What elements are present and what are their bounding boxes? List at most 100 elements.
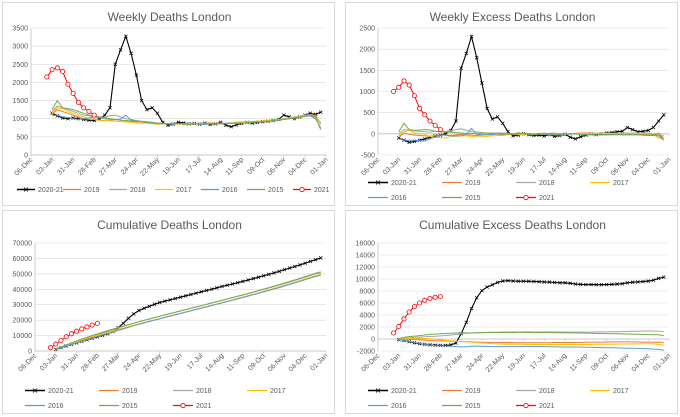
data-point-2020-21 [183, 293, 188, 298]
y-tick-label: 8000 [359, 289, 375, 296]
data-point-2020-21 [661, 275, 666, 280]
data-point-2021 [60, 69, 66, 75]
legend-label-2016: 2016 [391, 403, 407, 410]
data-point-2021 [79, 326, 85, 332]
data-point-2020-21 [134, 73, 139, 78]
x-tick-label: 22-May [142, 352, 164, 374]
legend-label-2015: 2015 [465, 195, 481, 202]
data-point-2020-21 [308, 259, 313, 264]
legend-label-2019: 2019 [465, 180, 481, 187]
data-point-2020-21 [163, 299, 167, 303]
x-tick-label: 11-Sep [226, 352, 247, 373]
data-point-2020-21 [625, 280, 630, 285]
data-point-2020-21 [464, 51, 469, 56]
chart-cumulative-excess-deaths: Cumulative Excess Deaths London -2000 0 200… [356, 218, 673, 410]
data-point-2021 [427, 296, 433, 302]
data-point-2020-21 [173, 296, 178, 301]
data-point-2021 [406, 82, 412, 88]
data-point-2021 [94, 320, 100, 326]
series-line-2016 [55, 274, 321, 350]
data-point-2020-21 [118, 47, 123, 52]
data-point-2020-21 [189, 292, 193, 297]
data-point-2020-21 [646, 128, 651, 133]
y-tick-label: 40000 [13, 287, 33, 294]
data-point-2020-21 [500, 279, 505, 283]
data-point-2020-21 [547, 280, 552, 284]
data-point-2021 [401, 316, 407, 322]
data-point-2020-21 [230, 282, 235, 286]
data-point-2020-21 [578, 134, 583, 139]
x-tick-label: 27-Mar [444, 156, 465, 177]
data-point-2020-21 [168, 298, 172, 302]
legend-marker [375, 180, 381, 185]
data-point-2020-21 [506, 278, 510, 283]
x-tick-label: 24-Apr [466, 156, 486, 176]
x-tick-label: 22-May [485, 156, 507, 178]
legend-label-2019: 2019 [84, 187, 100, 194]
x-tick-label: 03-Jan [39, 352, 59, 372]
legend-label-2015: 2015 [268, 187, 284, 194]
data-point-2020-21 [656, 119, 661, 123]
data-point-2020-21 [485, 285, 489, 289]
data-point-2021 [84, 324, 90, 330]
y-tick-label: 10000 [13, 333, 33, 340]
panel-weekly-excess-deaths: Weekly Excess Deaths London -500 0 500 1000 1… [345, 2, 678, 206]
series-line-2016 [398, 339, 664, 351]
x-tick-label: 03-Jan [35, 156, 55, 176]
data-point-2020-21 [495, 115, 500, 119]
data-point-2021 [396, 84, 402, 90]
data-point-2020-21 [113, 62, 118, 67]
data-point-2020-21 [204, 288, 209, 293]
data-point-2020-21 [298, 263, 302, 267]
legend-marker [523, 194, 529, 201]
x-tick-label: 28-Feb [77, 156, 98, 177]
data-point-2020-21 [215, 285, 219, 290]
series-line-2015 [398, 122, 665, 141]
legend-label-2015: 2015 [122, 403, 138, 410]
x-tick-label: 01-Jan [652, 156, 672, 176]
data-point-2021 [89, 322, 95, 328]
data-point-2021 [49, 67, 55, 73]
data-point-2020-21 [318, 110, 323, 115]
data-point-2021 [437, 127, 443, 133]
panel-cumulative-deaths: Cumulative Deaths London 0 10000 20000 30000… [2, 210, 335, 414]
data-point-2020-21 [102, 113, 107, 117]
data-point-2021 [401, 78, 407, 84]
data-point-2021 [44, 74, 50, 80]
data-point-2021 [81, 105, 87, 111]
data-point-2020-21 [620, 129, 625, 134]
data-point-2020-21 [558, 280, 562, 285]
data-point-2020-21 [251, 276, 256, 281]
legend-label-2021: 2021 [539, 195, 555, 202]
legend-marker [299, 186, 305, 193]
data-point-2020-21 [615, 282, 619, 286]
data-point-2020-21 [137, 308, 141, 313]
x-tick-label: 19-Jun [164, 352, 184, 372]
data-point-2020-21 [474, 295, 479, 300]
x-tick-label: 09-Oct [247, 352, 267, 372]
data-point-2020-21 [220, 284, 224, 289]
data-point-2020-21 [532, 279, 536, 284]
data-point-2021 [48, 345, 54, 351]
data-point-2020-21 [142, 306, 146, 311]
data-point-2020-21 [630, 280, 635, 285]
x-tick-label: 14-Aug [203, 156, 224, 177]
series-line-2021 [393, 80, 441, 130]
y-tick-label: 70000 [13, 241, 33, 248]
data-point-2020-21 [246, 278, 250, 282]
data-point-2021 [432, 122, 438, 128]
x-tick-label: 17-Jul [186, 352, 205, 371]
data-point-2020-21 [537, 279, 541, 284]
data-point-2020-21 [661, 112, 666, 117]
data-point-2020-21 [609, 282, 614, 287]
legend-marker [23, 187, 29, 192]
x-tick-label: 31-Jan [403, 156, 423, 176]
data-point-2021 [411, 93, 417, 99]
data-point-2020-21 [594, 282, 599, 287]
x-tick-label: 31-Jan [60, 352, 80, 372]
x-tick-label: 06-Nov [610, 352, 631, 373]
data-point-2020-21 [635, 280, 640, 284]
x-tick-label: 22-May [139, 156, 161, 178]
series-line-2015 [398, 331, 664, 340]
data-point-2021 [422, 112, 428, 118]
